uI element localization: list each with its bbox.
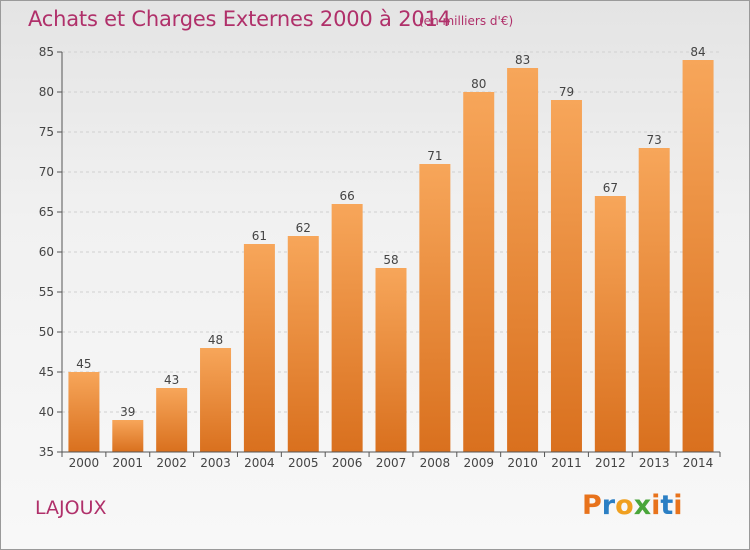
y-tick-label: 75 — [39, 125, 54, 139]
bar-value-label: 43 — [164, 373, 179, 387]
x-tick-label: 2008 — [420, 456, 451, 470]
bar-value-label: 58 — [383, 253, 398, 267]
y-tick-label: 35 — [39, 445, 54, 459]
bar-2008 — [419, 164, 451, 452]
y-tick-label: 45 — [39, 365, 54, 379]
labels: 35 40 45 50 55 60 65 70 75 80 85 45 2000 39 2001 43 2002… — [39, 45, 714, 470]
bar-2012 — [594, 196, 626, 452]
bar-value-label: 84 — [690, 45, 705, 59]
logo-letter: o — [615, 490, 634, 521]
logo-letter: x — [633, 490, 652, 521]
x-tick-label: 2000 — [69, 456, 100, 470]
x-tick-label: 2006 — [332, 456, 363, 470]
bar-value-label: 39 — [120, 405, 135, 419]
bars — [68, 60, 714, 452]
x-tick-label: 2012 — [595, 456, 626, 470]
bar-value-label: 80 — [471, 77, 486, 91]
bar-value-label: 73 — [647, 133, 662, 147]
x-tick-label: 2002 — [156, 456, 187, 470]
bar-value-label: 45 — [76, 357, 91, 371]
logo-letter: i — [673, 490, 683, 521]
x-tick-label: 2009 — [463, 456, 494, 470]
bar-value-label: 61 — [252, 229, 267, 243]
x-tick-label: 2005 — [288, 456, 319, 470]
x-tick-label: 2003 — [200, 456, 231, 470]
y-tick-label: 40 — [39, 405, 54, 419]
bar-value-label: 62 — [296, 221, 311, 235]
logo-letter: r — [601, 490, 616, 521]
bar-2002 — [156, 388, 188, 452]
bar-value-label: 67 — [603, 181, 618, 195]
bar-2006 — [331, 204, 363, 452]
bar-2000 — [68, 372, 100, 452]
proxiti-logo[interactable]: Proxiti — [582, 490, 683, 521]
x-tick-label: 2001 — [113, 456, 144, 470]
bar-2011 — [550, 100, 582, 452]
bar-2005 — [287, 236, 319, 452]
chart-title: Achats et Charges Externes 2000 à 2014 — [28, 7, 451, 31]
y-tick-label: 65 — [39, 205, 54, 219]
y-tick-label: 60 — [39, 245, 54, 259]
x-tick-label: 2004 — [244, 456, 275, 470]
bar-2001 — [112, 420, 144, 452]
x-tick-label: 2007 — [376, 456, 407, 470]
commune-name: LAJOUX — [35, 497, 107, 519]
bar-2007 — [375, 268, 407, 452]
chart-subtitle: (en milliers d'€) — [419, 14, 514, 28]
logo-letter: t — [660, 490, 674, 521]
x-tick-label: 2013 — [639, 456, 670, 470]
bar-value-label: 83 — [515, 53, 530, 67]
axes — [57, 51, 721, 457]
y-tick-label: 55 — [39, 285, 54, 299]
bar-2014 — [682, 60, 714, 452]
bar-2009 — [463, 92, 495, 452]
bar-value-label: 66 — [339, 189, 354, 203]
bar-value-label: 79 — [559, 85, 574, 99]
x-tick-label: 2010 — [507, 456, 538, 470]
bar-value-label: 71 — [427, 149, 442, 163]
y-tick-label: 85 — [39, 45, 54, 59]
logo-letter: P — [582, 490, 602, 521]
bar-2004 — [243, 244, 275, 452]
logo-letter: i — [651, 490, 661, 521]
x-tick-label: 2014 — [683, 456, 714, 470]
y-tick-label: 80 — [39, 85, 54, 99]
x-tick-label: 2011 — [551, 456, 582, 470]
y-tick-label: 50 — [39, 325, 54, 339]
bar-2010 — [507, 68, 539, 452]
bar-2003 — [200, 348, 232, 452]
y-tick-label: 70 — [39, 165, 54, 179]
bar-2013 — [638, 148, 670, 452]
bar-value-label: 48 — [208, 333, 223, 347]
